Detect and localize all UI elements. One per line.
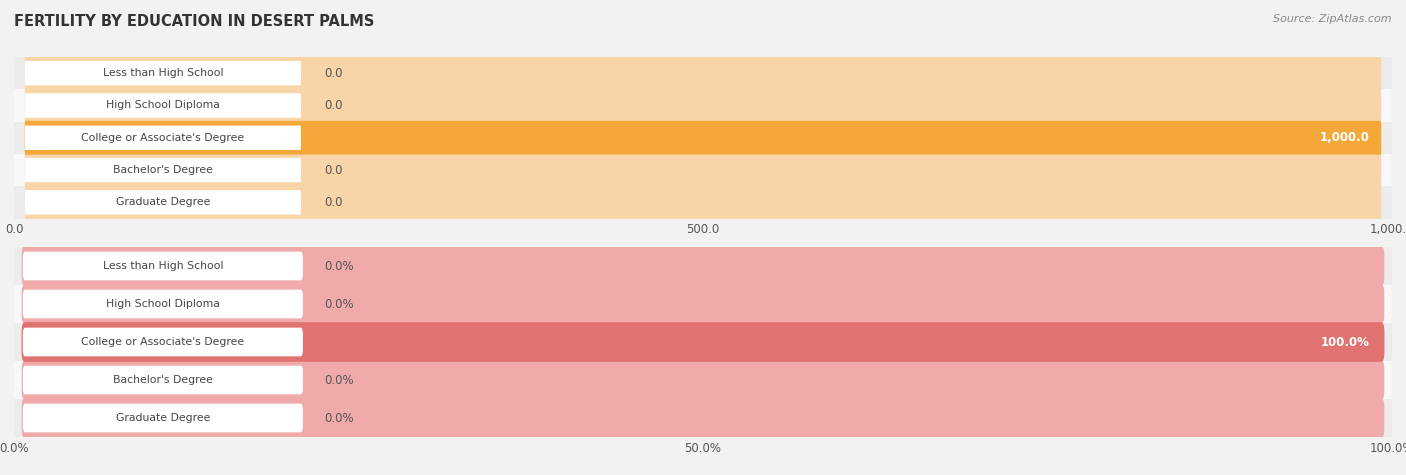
FancyBboxPatch shape [25,56,1381,90]
Text: Less than High School: Less than High School [103,261,224,271]
Text: 0.0%: 0.0% [325,297,354,311]
Text: FERTILITY BY EDUCATION IN DESERT PALMS: FERTILITY BY EDUCATION IN DESERT PALMS [14,14,374,29]
Text: College or Associate's Degree: College or Associate's Degree [82,337,245,347]
FancyBboxPatch shape [25,158,301,182]
FancyBboxPatch shape [21,322,1385,362]
FancyBboxPatch shape [21,360,1385,400]
FancyBboxPatch shape [22,328,302,356]
Text: Bachelor's Degree: Bachelor's Degree [112,165,212,175]
FancyBboxPatch shape [25,121,1381,155]
FancyBboxPatch shape [25,185,1381,219]
Text: Source: ZipAtlas.com: Source: ZipAtlas.com [1274,14,1392,24]
Text: 0.0: 0.0 [325,99,343,112]
FancyBboxPatch shape [25,121,1381,155]
Text: 0.0%: 0.0% [325,259,354,273]
Text: High School Diploma: High School Diploma [105,100,219,111]
FancyBboxPatch shape [25,93,301,118]
Bar [14,122,1392,154]
Text: Graduate Degree: Graduate Degree [115,413,209,423]
FancyBboxPatch shape [21,246,1385,286]
Text: 0.0: 0.0 [325,66,343,80]
Text: High School Diploma: High School Diploma [105,299,219,309]
Bar [14,57,1392,89]
Text: 0.0%: 0.0% [325,411,354,425]
FancyBboxPatch shape [25,88,1381,123]
Text: 0.0%: 0.0% [325,373,354,387]
Bar [14,323,1392,361]
Bar [14,186,1392,219]
FancyBboxPatch shape [25,190,301,215]
FancyBboxPatch shape [22,366,302,394]
FancyBboxPatch shape [22,290,302,318]
Bar [14,89,1392,122]
FancyBboxPatch shape [22,404,302,432]
Text: Less than High School: Less than High School [103,68,224,78]
FancyBboxPatch shape [25,61,301,86]
FancyBboxPatch shape [25,125,301,150]
Bar [14,154,1392,186]
Bar [14,285,1392,323]
FancyBboxPatch shape [22,252,302,280]
FancyBboxPatch shape [21,284,1385,324]
Bar [14,361,1392,399]
Text: 0.0: 0.0 [325,163,343,177]
FancyBboxPatch shape [21,322,1385,362]
Bar [14,247,1392,285]
FancyBboxPatch shape [25,153,1381,187]
Text: 0.0: 0.0 [325,196,343,209]
FancyBboxPatch shape [21,398,1385,438]
Text: Graduate Degree: Graduate Degree [115,197,209,208]
Text: Bachelor's Degree: Bachelor's Degree [112,375,212,385]
Text: 100.0%: 100.0% [1322,335,1369,349]
Bar [14,399,1392,437]
Text: College or Associate's Degree: College or Associate's Degree [82,133,245,143]
Text: 1,000.0: 1,000.0 [1320,131,1369,144]
